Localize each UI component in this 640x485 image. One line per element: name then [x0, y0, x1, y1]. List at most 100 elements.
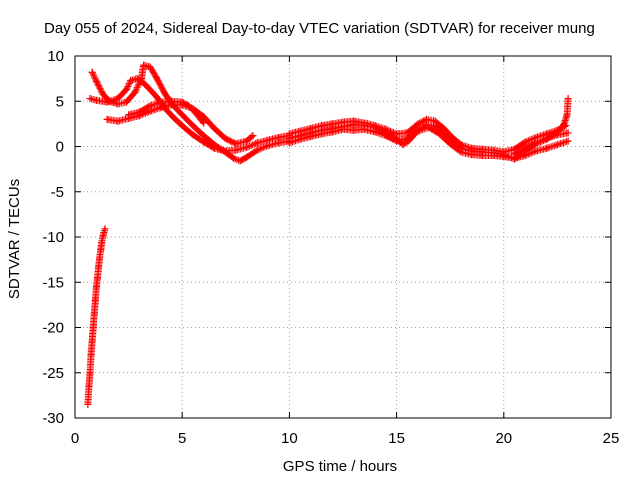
- data-point: [236, 157, 244, 165]
- data-point: [85, 382, 93, 390]
- data-point: [414, 120, 422, 128]
- chart-title: Day 055 of 2024, Sidereal Day-to-day VTE…: [44, 20, 595, 37]
- y-tick-label: -25: [42, 365, 64, 382]
- y-axis-label: SDTVAR / TECUs: [6, 179, 23, 299]
- data-point: [521, 152, 529, 160]
- tick-marks: [74, 55, 612, 419]
- data-point: [142, 81, 150, 89]
- data-point: [307, 133, 315, 141]
- data-point: [146, 63, 154, 71]
- data-point: [382, 125, 390, 133]
- data-point: [562, 122, 570, 130]
- data-point: [423, 115, 431, 123]
- x-axis-label: GPS time / hours: [283, 458, 397, 475]
- data-point: [318, 130, 326, 138]
- data-point: [403, 134, 411, 142]
- data-point: [95, 263, 103, 271]
- data-point: [328, 120, 336, 128]
- data-point: [146, 102, 154, 110]
- data-point: [296, 127, 304, 135]
- data-point: [200, 138, 208, 146]
- y-tick-label: 5: [56, 93, 64, 110]
- data-point: [532, 139, 540, 147]
- data-point: [360, 119, 368, 127]
- data-point: [86, 369, 94, 377]
- data-point: [157, 98, 165, 106]
- data-point: [140, 61, 148, 69]
- data-point: [478, 145, 486, 153]
- data-point: [243, 153, 251, 161]
- data-point: [127, 76, 135, 84]
- data-point: [393, 137, 401, 145]
- data-point: [185, 102, 193, 110]
- data-point: [189, 131, 197, 139]
- data-point: [448, 133, 456, 141]
- data-point: [275, 133, 283, 141]
- data-point: [189, 122, 197, 130]
- data-point: [414, 127, 422, 135]
- data-point: [135, 108, 143, 116]
- series-track-g: [285, 123, 572, 162]
- data-point: [90, 310, 98, 318]
- data-point: [200, 132, 208, 140]
- data-point: [500, 152, 508, 160]
- data-point: [210, 124, 218, 132]
- data-point: [99, 233, 107, 241]
- data-point: [152, 74, 160, 82]
- data-point: [468, 144, 476, 152]
- tick-labels: 0 5 10 15 20 25 -30 -25 -20 -15 -10 -5 0 5 10: [42, 48, 619, 447]
- data-point: [84, 400, 92, 408]
- data-point: [564, 137, 572, 145]
- series-track-f: [285, 115, 570, 156]
- data-point: [98, 238, 106, 246]
- x-tick-label: 5: [178, 430, 186, 447]
- data-point: [167, 97, 175, 105]
- data-point: [243, 137, 251, 145]
- data-point: [307, 124, 315, 132]
- data-point: [440, 124, 448, 132]
- data-point: [253, 139, 261, 147]
- data-point: [232, 140, 240, 148]
- data-point: [511, 150, 519, 158]
- y-tick-label: -10: [42, 229, 64, 246]
- data-point: [457, 148, 465, 156]
- data-point: [125, 111, 133, 119]
- data-point: [161, 90, 169, 98]
- data-point: [101, 225, 109, 233]
- x-tick-label: 20: [495, 430, 512, 447]
- data-point: [103, 98, 111, 106]
- x-tick-label: 25: [603, 430, 620, 447]
- data-point: [133, 75, 141, 83]
- data-point: [122, 98, 130, 106]
- data-point: [489, 152, 497, 160]
- data-point: [89, 324, 97, 331]
- data-point: [221, 147, 229, 155]
- data-point: [88, 68, 96, 76]
- data-point: [114, 117, 122, 125]
- data-point: [94, 274, 102, 282]
- data-point: [253, 146, 261, 154]
- data-point: [131, 88, 139, 96]
- y-tick-label: 0: [56, 139, 64, 156]
- data-point: [532, 147, 540, 155]
- x-tick-label: 0: [71, 430, 79, 447]
- data-point: [318, 122, 326, 130]
- data-point: [92, 283, 100, 291]
- data-point: [435, 130, 443, 138]
- y-tick-label: -20: [42, 320, 64, 337]
- data-point: [92, 96, 100, 104]
- data-point: [350, 126, 358, 134]
- data-point: [431, 117, 439, 125]
- data-point: [339, 125, 347, 133]
- data-point: [221, 134, 229, 142]
- data-point: [200, 119, 208, 127]
- data-point: [425, 123, 433, 131]
- data-point: [178, 111, 186, 119]
- data-point: [170, 114, 178, 122]
- y-tick-label: -15: [42, 274, 64, 291]
- x-tick-label: 10: [281, 430, 298, 447]
- series-track-h: [511, 129, 572, 158]
- data-point: [96, 254, 104, 262]
- data-point: [564, 95, 572, 103]
